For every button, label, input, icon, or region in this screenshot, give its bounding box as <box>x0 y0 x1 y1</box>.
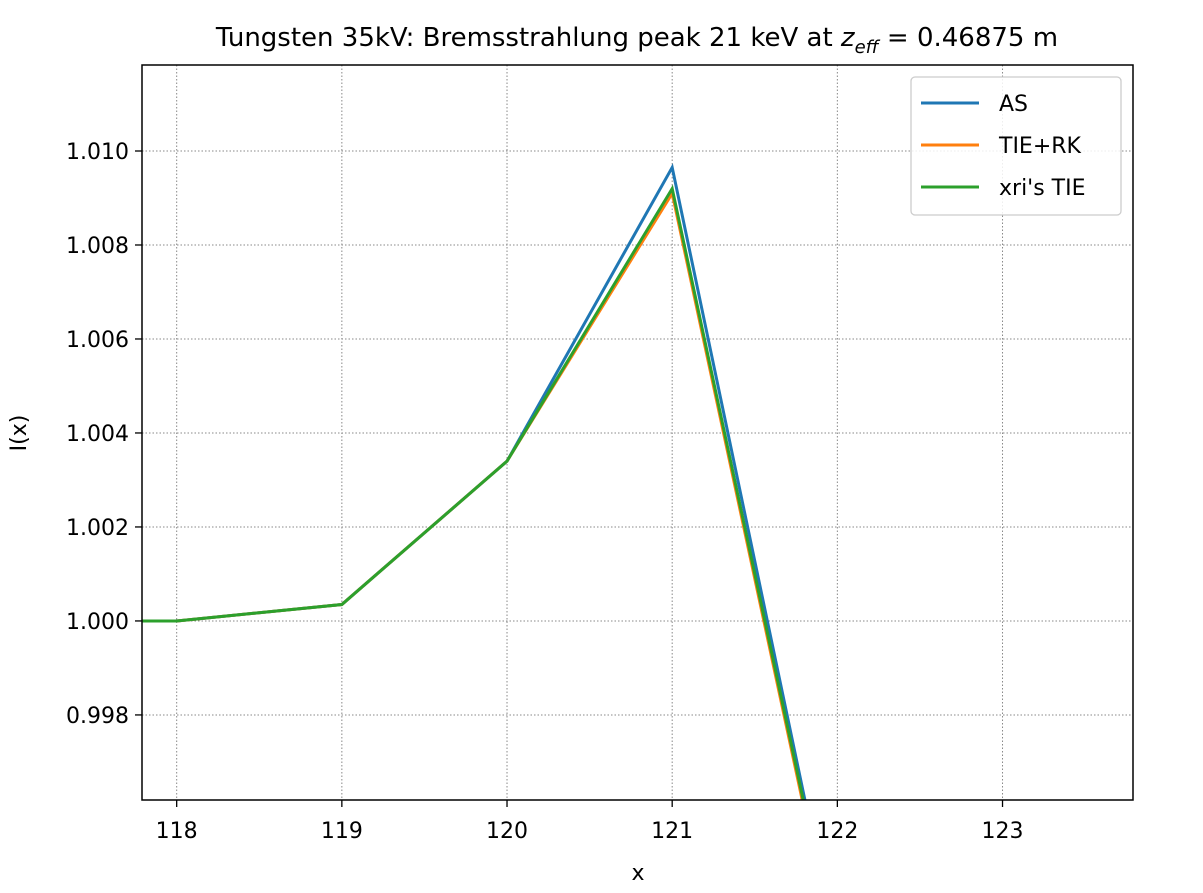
legend-label: xri's TIE <box>999 176 1086 201</box>
title-sub: eff <box>855 37 881 58</box>
y-tick-label: 1.000 <box>66 610 129 635</box>
y-tick-label: 1.010 <box>66 140 129 165</box>
legend-label: TIE+RK <box>998 134 1082 159</box>
x-tick-label: 122 <box>816 819 858 844</box>
x-axis-label: x <box>631 861 644 886</box>
plot-area <box>142 163 807 800</box>
legend-label: AS <box>999 92 1028 117</box>
title-text: Tungsten 35kV: Bremsstrahlung peak 21 ke… <box>215 23 841 53</box>
y-tick-label: 0.998 <box>66 704 129 729</box>
x-tick-label: 119 <box>321 819 363 844</box>
y-tick-label: 1.008 <box>66 234 129 259</box>
y-axis-label: I(x) <box>7 415 32 452</box>
line-series <box>142 163 807 800</box>
x-tick-label: 118 <box>156 819 198 844</box>
line-series <box>142 184 805 800</box>
x-tick-label: 121 <box>651 819 693 844</box>
title-rest: = 0.46875 m <box>879 23 1058 53</box>
title-var: z <box>840 23 856 53</box>
y-tick-label: 1.002 <box>66 516 129 541</box>
y-tick-label: 1.004 <box>66 422 129 447</box>
line-series <box>142 189 804 800</box>
plot-frame <box>141 64 1134 801</box>
y-tick-label: 1.006 <box>66 328 129 353</box>
x-tick-label: 120 <box>486 819 528 844</box>
chart-title: Tungsten 35kV: Bremsstrahlung peak 21 ke… <box>215 23 1058 58</box>
legend-box <box>910 76 1122 216</box>
x-tick-label: 123 <box>982 819 1024 844</box>
